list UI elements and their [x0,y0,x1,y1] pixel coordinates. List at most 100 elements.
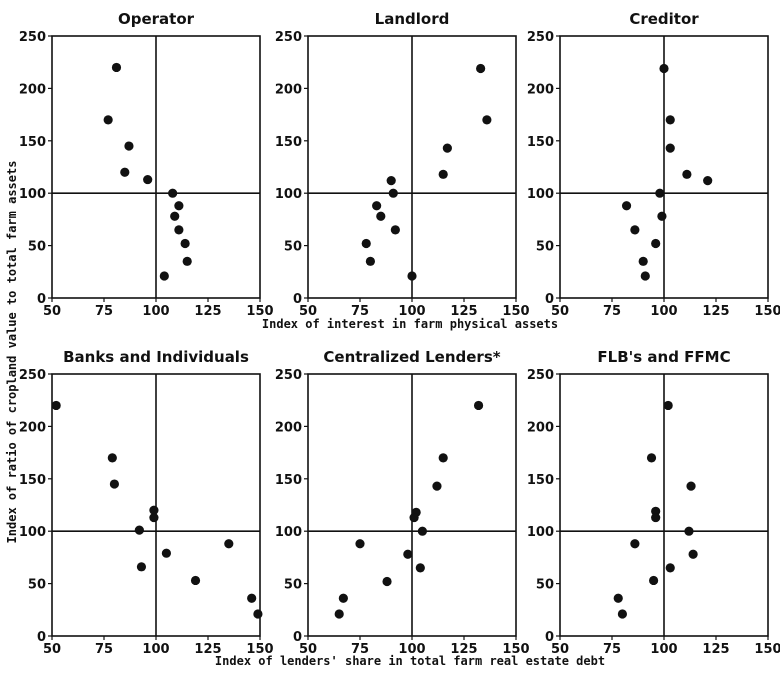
y-tick-label: 150 [275,473,302,488]
data-point [442,143,452,153]
data-point [161,548,171,558]
panel-title: Operator [118,10,195,28]
data-point [182,256,192,266]
data-point [136,562,147,572]
y-tick-label: 50 [536,578,554,593]
y-tick-label: 50 [284,240,302,255]
data-point [649,575,659,586]
data-point [655,188,665,198]
y-tick-label: 100 [19,525,46,540]
data-point [415,563,425,573]
data-point [688,549,698,559]
y-tick-label: 200 [275,82,302,97]
x-tick-label: 125 [450,642,477,657]
x-tick-label: 125 [194,642,221,657]
y-tick-label: 100 [19,187,46,202]
data-point [388,188,398,198]
data-point [613,593,623,603]
x-tick-label: 125 [702,304,729,319]
x-tick-label: 125 [450,304,477,319]
figure-y-axis-label: Index of ratio of cropland value to tota… [5,161,19,544]
x-tick-label: 100 [650,642,677,657]
y-tick-label: 250 [527,368,554,383]
data-point [390,225,400,235]
data-point [684,526,694,536]
data-point [107,453,117,463]
y-tick-label: 0 [293,292,302,307]
data-point [476,63,486,74]
data-point [143,174,153,185]
y-tick-label: 150 [19,473,46,488]
data-point [51,400,61,411]
y-tick-label: 0 [293,630,302,645]
x-tick-label: 75 [95,642,113,657]
x-tick-label: 75 [603,642,621,657]
y-tick-label: 100 [527,525,554,540]
x-tick-label: 75 [351,642,369,657]
x-tick-label: 150 [754,642,780,657]
y-tick-label: 0 [545,292,554,307]
data-point [334,609,344,619]
data-point [149,505,159,515]
y-tick-label: 200 [275,420,302,435]
y-tick-label: 200 [19,82,46,97]
data-point [382,576,392,587]
y-tick-label: 150 [19,135,46,150]
data-point [170,211,180,221]
y-tick-label: 250 [19,30,46,45]
x-tick-label: 150 [246,642,273,657]
data-point [646,453,657,463]
x-tick-label: 100 [650,304,677,319]
data-point [386,176,396,186]
x-tick-label: 100 [398,304,425,319]
data-point [109,479,119,489]
x-tick-label: 100 [398,642,425,657]
data-point [417,526,427,536]
y-tick-label: 50 [28,578,46,593]
x-tick-label: 150 [502,304,529,319]
data-point [617,609,628,619]
y-tick-label: 0 [37,292,46,307]
data-point [124,141,134,151]
data-point [403,549,413,559]
data-point [651,506,661,516]
data-point [630,225,640,235]
data-point [338,593,348,603]
data-point [438,169,448,179]
data-point [630,539,640,549]
x-tick-label: 50 [551,642,569,657]
data-point [407,271,417,281]
data-point [665,143,675,153]
x-tick-label: 50 [43,304,61,319]
data-point [361,238,371,249]
y-tick-label: 250 [275,30,302,45]
chart-panel-5: Centralized Lenders*50 75 100 125 1500501001… [275,348,530,657]
data-point [365,256,375,266]
y-tick-label: 150 [527,135,554,150]
data-point [665,563,675,573]
y-tick-label: 0 [37,630,46,645]
data-point [174,225,184,235]
x-tick-label: 150 [754,304,780,319]
data-point [665,115,675,125]
x-tick-label: 75 [95,304,113,319]
data-point [482,115,492,125]
data-point [686,481,696,491]
data-point [168,188,178,198]
data-point [174,201,184,211]
figure-x-axis-label-top: Index of interest in farm physical asset… [262,317,558,331]
x-tick-label: 125 [702,642,729,657]
x-tick-label: 50 [551,304,569,319]
x-tick-label: 50 [43,642,61,657]
panel-title: FLB's and FFMC [597,348,730,366]
data-point [659,63,669,74]
data-point [409,512,419,523]
x-tick-label: 100 [142,304,169,319]
x-tick-label: 50 [299,642,317,657]
